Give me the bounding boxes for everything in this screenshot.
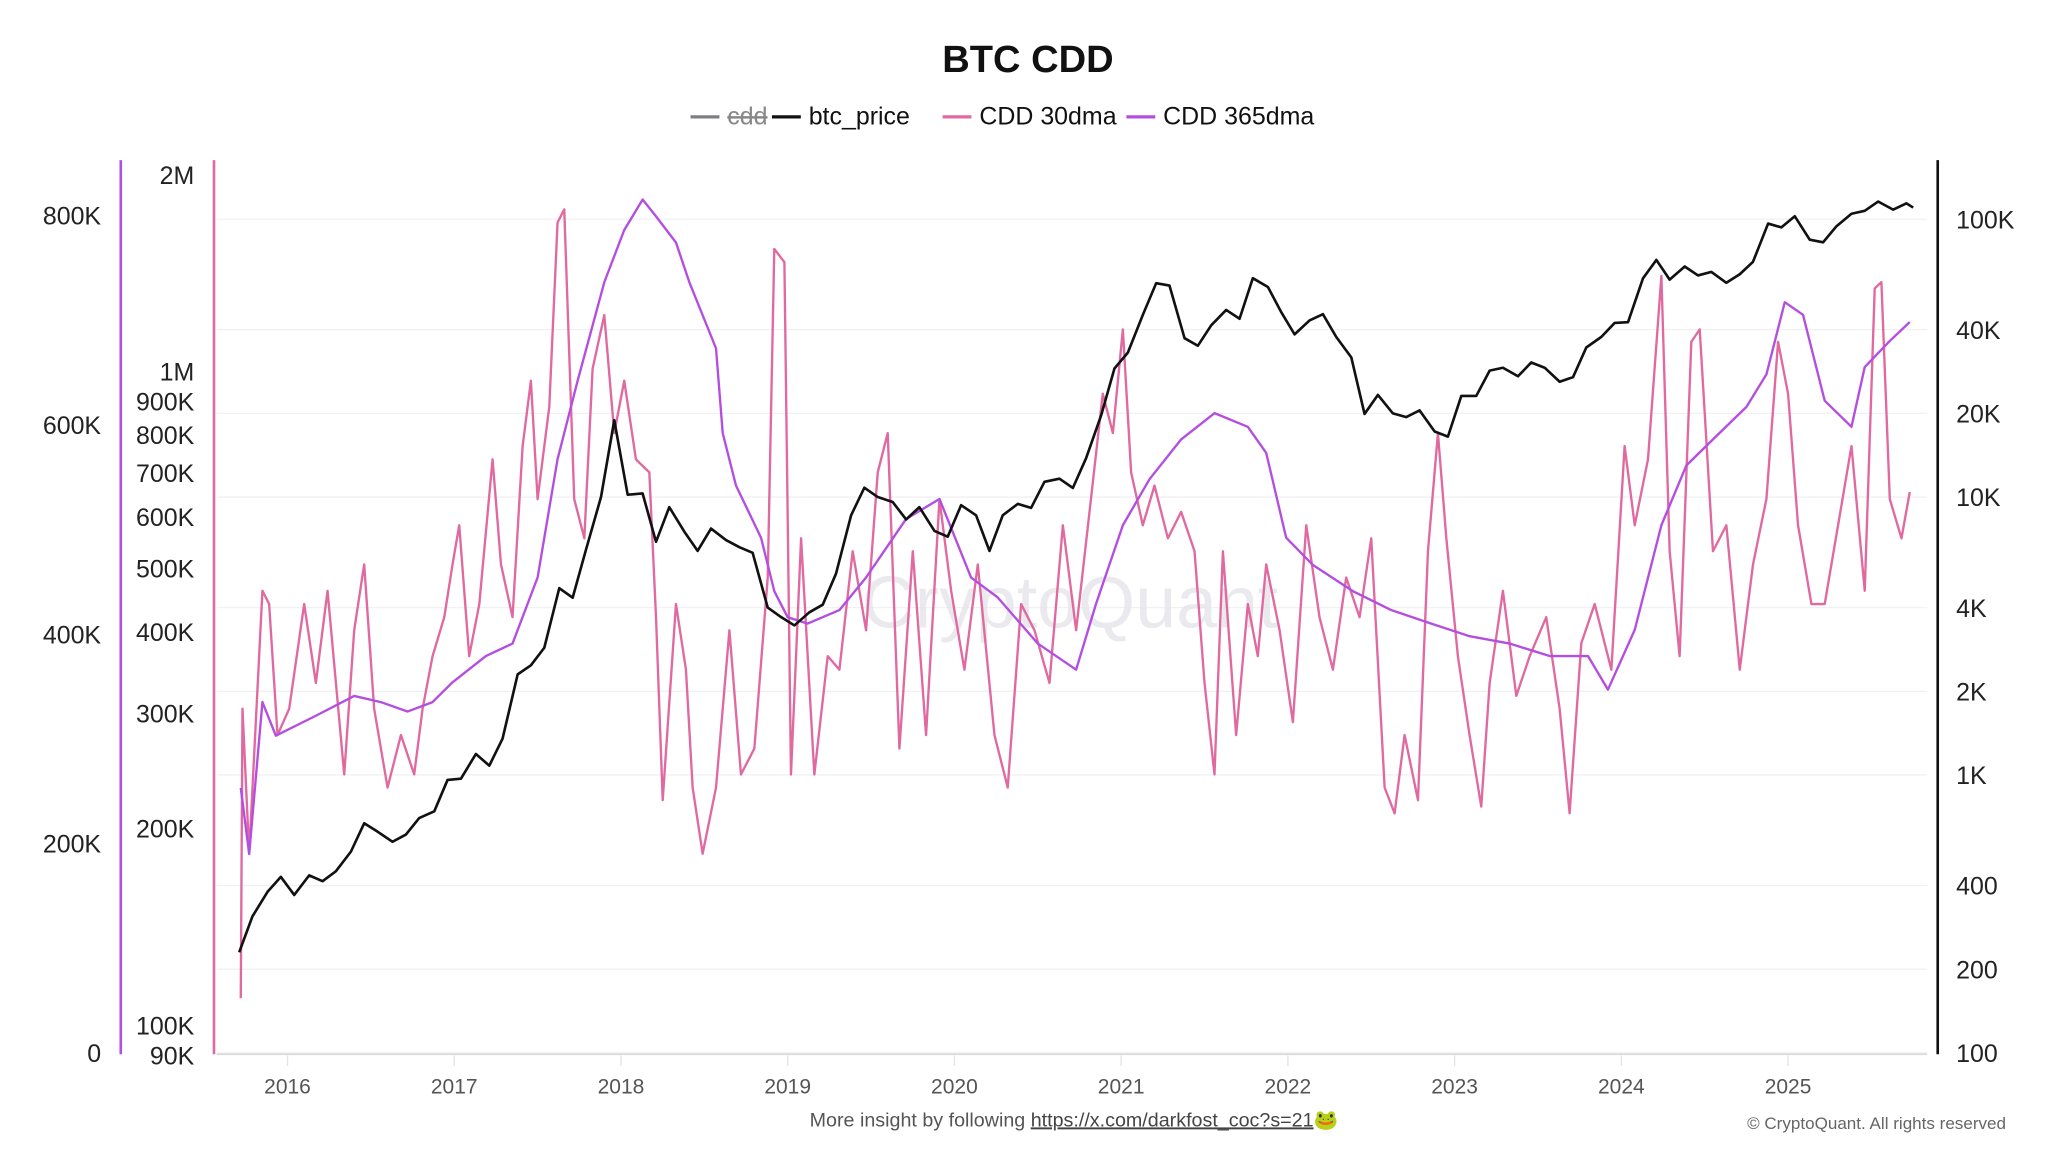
btc-price-tick-label: 40K bbox=[1956, 317, 2001, 345]
cdd-30dma-tick-label: 200K bbox=[136, 816, 195, 844]
btc-price-tick-label: 20K bbox=[1956, 401, 2001, 429]
cdd-365dma-tick-label: 200K bbox=[43, 831, 102, 859]
copyright: © CryptoQuant. All rights reserved bbox=[1747, 1114, 2006, 1133]
series-line-btc_price bbox=[237, 200, 1914, 953]
cdd-30dma-tick-label: 500K bbox=[136, 556, 195, 584]
btc-price-tick-label: 200 bbox=[1956, 956, 1998, 984]
grid bbox=[216, 218, 1928, 1054]
legend-item-cdd-365dma[interactable]: CDD 365dma bbox=[1126, 103, 1314, 131]
cdd-30dma-tick-label: 700K bbox=[136, 460, 195, 488]
x-tick-label: 2022 bbox=[1265, 1076, 1312, 1099]
legend-label: CDD 365dma bbox=[1163, 103, 1314, 131]
cdd-365dma-tick-label: 800K bbox=[43, 202, 102, 230]
cdd-30dma-tick-label: 900K bbox=[136, 389, 195, 417]
x-tick-label: 2018 bbox=[598, 1076, 645, 1099]
cdd-30dma-tick-label: 100K bbox=[136, 1013, 195, 1041]
footer-prefix: More insight by following bbox=[810, 1109, 1031, 1131]
series-line-cdd-365dma bbox=[239, 198, 1911, 856]
cdd-365dma-tick-label: 400K bbox=[43, 621, 102, 649]
x-tick-label: 2016 bbox=[264, 1076, 311, 1099]
legend-item-cdd[interactable]: cdd bbox=[690, 103, 768, 131]
btc-price-tick-label: 1K bbox=[1956, 762, 1987, 790]
frog-emoji: 🐸 bbox=[1314, 1109, 1339, 1131]
cdd-365dma-tick-label: 600K bbox=[43, 412, 102, 440]
cdd-30dma-tick-label: 300K bbox=[136, 701, 195, 729]
cdd-30dma-tick-label: 600K bbox=[136, 504, 195, 532]
cdd-30dma-tick-label: 2M bbox=[160, 162, 195, 190]
footer-link[interactable]: https://x.com/darkfost_coc?s=21 bbox=[1031, 1109, 1314, 1131]
btc-price-tick-label: 10K bbox=[1956, 484, 2001, 512]
btc-price-tick-label: 2K bbox=[1956, 678, 1987, 706]
cdd-30dma-tick-label: 90K bbox=[150, 1042, 195, 1070]
axes: 2016 2017 2018 2019 2020 2021 2022 2023 2024 2025… bbox=[43, 160, 2015, 1099]
series-line-cdd-30dma bbox=[239, 208, 1911, 999]
btc-price-tick-label: 100K bbox=[1956, 206, 2015, 234]
x-tick-label: 2017 bbox=[431, 1076, 478, 1099]
legend-item-btc_price[interactable]: btc_price bbox=[771, 103, 910, 131]
cdd-30dma-tick-label: 1M bbox=[160, 359, 195, 387]
x-tick-label: 2023 bbox=[1431, 1076, 1478, 1099]
series bbox=[237, 198, 1914, 999]
btc-price-tick-label: 100 bbox=[1956, 1040, 1998, 1068]
legend-item-cdd-30dma[interactable]: CDD 30dma bbox=[942, 103, 1117, 131]
legend-label: cdd bbox=[727, 103, 767, 131]
chart-title: BTC CDD bbox=[942, 39, 1113, 81]
x-tick-label: 2020 bbox=[931, 1076, 978, 1099]
cdd-365dma-tick-label: 0 bbox=[87, 1040, 101, 1068]
legend: cdd btc_price CDD 30dma CDD 365dma bbox=[690, 103, 1314, 131]
btc-price-tick-label: 400 bbox=[1956, 873, 1998, 901]
legend-label: btc_price bbox=[809, 103, 910, 131]
x-tick-label: 2024 bbox=[1598, 1076, 1645, 1099]
btc-price-tick-label: 4K bbox=[1956, 595, 1987, 623]
legend-label: CDD 30dma bbox=[979, 103, 1116, 131]
cdd-30dma-tick-label: 800K bbox=[136, 422, 195, 450]
footer-text: More insight by following https://x.com/… bbox=[810, 1109, 1338, 1131]
x-tick-label: 2019 bbox=[764, 1076, 811, 1099]
x-tick-label: 2025 bbox=[1765, 1076, 1812, 1099]
cdd-30dma-tick-label: 400K bbox=[136, 619, 195, 647]
x-tick-label: 2021 bbox=[1098, 1076, 1145, 1099]
